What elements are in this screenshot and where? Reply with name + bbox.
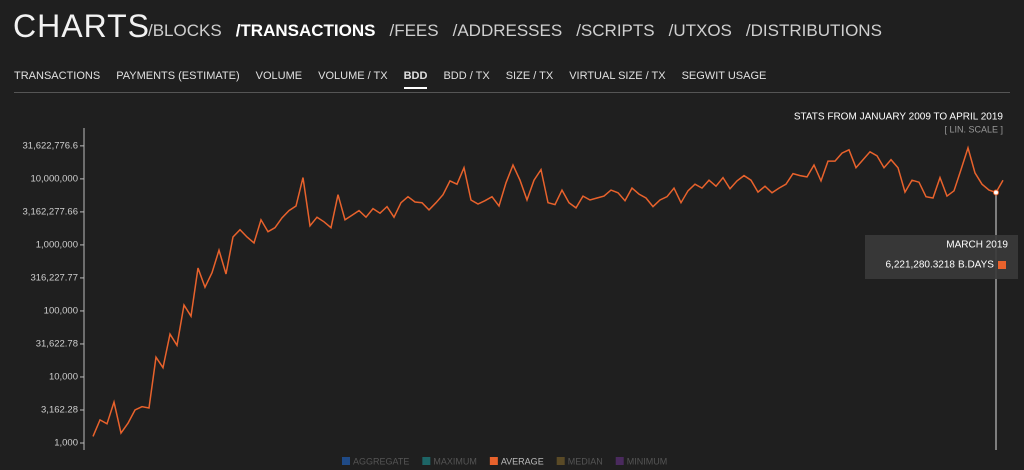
- legend-label: MEDIAN: [568, 456, 603, 466]
- nav: /BLOCKS/TRANSACTIONS/FEES/ADDRESSES/SCRI…: [148, 21, 882, 41]
- legend-label: AVERAGE: [501, 456, 544, 466]
- tabs: TRANSACTIONS PAYMENTS (ESTIMATE) VOLUME VOL…: [14, 70, 766, 89]
- y-tick-label: 316,227.77: [30, 272, 78, 283]
- y-tick-label: 31,622,776.6: [23, 140, 78, 151]
- y-tick-label: 10,000,000: [30, 173, 78, 184]
- tooltip-value: 6,221,280.3218: [885, 260, 955, 271]
- chart-subtitle: STATS FROM JANUARY 2009 TO APRIL 2019: [794, 112, 1004, 123]
- y-tick-label: 3,162,277.66: [23, 206, 78, 217]
- tooltip-unit: B.DAYS: [958, 260, 994, 271]
- legend-swatch: [615, 457, 624, 465]
- divider: [14, 92, 1010, 93]
- chart-tab[interactable]: VIRTUAL SIZE / TX: [569, 70, 666, 82]
- nav-link[interactable]: /UTXOS: [668, 21, 732, 40]
- legend-label: MINIMUM: [627, 456, 668, 466]
- tooltip: MARCH 2019 6,221,280.3218 B.DAYS: [865, 235, 1018, 279]
- chart-tab[interactable]: VOLUME: [255, 70, 303, 82]
- nav-link[interactable]: /DISTRIBUTIONS: [745, 21, 882, 40]
- nav-link[interactable]: /TRANSACTIONS: [235, 21, 376, 40]
- nav-link[interactable]: /ADDRESSES: [452, 21, 563, 40]
- hover-point: [993, 189, 999, 196]
- y-tick-label: 3,162.28: [41, 405, 78, 416]
- scale-label: [ LIN. SCALE ]: [944, 124, 1003, 134]
- legend-swatch: [489, 457, 498, 465]
- page-title: CHARTS: [13, 8, 150, 44]
- legend-swatch: [422, 457, 431, 465]
- tooltip-swatch: [998, 261, 1006, 269]
- y-tick-label: 10,000: [49, 371, 78, 382]
- legend-label: AGGREGATE: [353, 456, 409, 466]
- data-line: [92, 145, 1004, 437]
- chart-tab[interactable]: BDD / TX: [443, 70, 490, 82]
- nav-link[interactable]: /BLOCKS: [148, 21, 222, 40]
- chart-tab[interactable]: VOLUME / TX: [318, 70, 388, 82]
- tooltip-date: MARCH 2019: [946, 240, 1008, 251]
- y-tick-label: 31,622.78: [36, 338, 78, 349]
- tooltip-box: [865, 235, 1018, 279]
- nav-link[interactable]: /SCRIPTS: [576, 21, 655, 40]
- y-tick-label: 100,000: [44, 305, 78, 316]
- chart-tab[interactable]: SEGWIT USAGE: [681, 70, 767, 82]
- legend-label: MAXIMUM: [433, 456, 477, 466]
- chart-tab[interactable]: SIZE / TX: [505, 70, 554, 82]
- chart-tab[interactable]: PAYMENTS (ESTIMATE): [116, 70, 240, 82]
- nav-link[interactable]: /FEES: [389, 21, 439, 40]
- legend-swatch: [342, 457, 350, 465]
- legend-swatch: [556, 457, 565, 465]
- y-tick-label: 1,000: [54, 438, 78, 449]
- y-tick-label: 1,000,000: [36, 239, 78, 250]
- chart-tab[interactable]: BDD: [403, 70, 428, 89]
- chart-tab[interactable]: TRANSACTIONS: [14, 70, 101, 82]
